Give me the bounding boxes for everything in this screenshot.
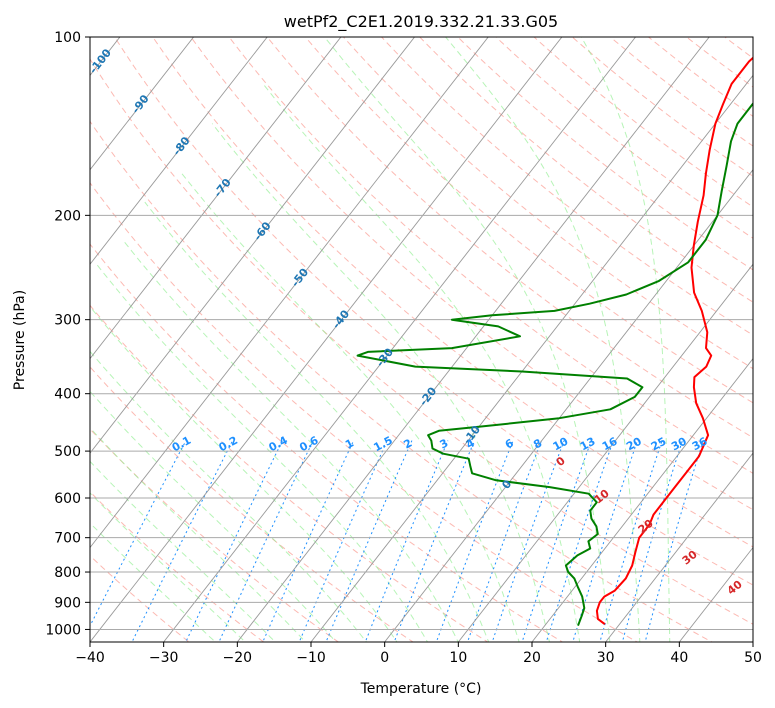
dry-adiabat-line (152, 37, 753, 548)
isotherm-line (90, 37, 195, 171)
x-tick-label: −20 (223, 650, 253, 666)
x-axis-title: Temperature (°C) (360, 681, 482, 697)
dry-adiabat-line (190, 37, 753, 511)
temperature-profile (595, 56, 753, 625)
y-tick-label: 900 (54, 595, 81, 611)
grid (90, 37, 753, 642)
y-tick-label: 500 (54, 444, 81, 460)
moist-adiabat-line (262, 83, 581, 642)
dry-adiabat-line (304, 37, 753, 404)
x-tick-label: 20 (523, 650, 541, 666)
dry-adiabat-line (114, 37, 753, 586)
y-axis-ticks: 100 200 300 400 500 600 700 800 900 1000 (45, 30, 90, 638)
y-tick-label: 300 (54, 313, 81, 329)
moist-adiabat-line (144, 201, 490, 642)
x-tick-label: 0 (380, 650, 389, 666)
moist-adiabat-line (211, 123, 551, 642)
y-tick-label: 800 (54, 565, 81, 581)
moist-adiabat-line (122, 239, 459, 642)
x-tick-label: 50 (744, 650, 762, 666)
mixing-ratio-label: 16 (600, 435, 620, 454)
mixing-ratio-line (262, 440, 355, 642)
x-tick-label: 30 (597, 650, 615, 666)
moist-adiabat-line (94, 261, 429, 642)
moist-adiabat-line (580, 37, 671, 642)
dry-adiabat-line (90, 304, 489, 642)
mixing-ratio-line (621, 440, 683, 642)
mixing-ratio-line (435, 440, 514, 642)
isotherm-line (163, 37, 637, 642)
dry-adiabat-line (90, 120, 713, 642)
mixing-ratio-line (325, 440, 413, 642)
dry-adiabat-line (609, 37, 753, 147)
moist-adiabat-line (90, 305, 398, 642)
isotherm-line (90, 37, 416, 454)
dry-adiabat-line (90, 366, 414, 642)
mixing-ratio-line (572, 440, 638, 642)
isotherm-line (236, 37, 710, 642)
mixing-ratio-line (599, 440, 663, 642)
dry-adiabat-line (90, 491, 265, 642)
y-tick-label: 600 (54, 491, 81, 507)
x-axis-ticks: −40 −30 −20 −10 0 10 20 30 40 50 (75, 642, 762, 666)
mixing-ratio-label: 30 (669, 435, 689, 454)
y-tick-label: 200 (54, 208, 81, 224)
x-tick-label: −40 (75, 650, 105, 666)
isotherm-line (90, 37, 489, 549)
mixing-ratio-line (90, 440, 187, 628)
x-tick-label: 40 (670, 650, 688, 666)
moist-adiabat-line (90, 492, 246, 642)
isotherm-line (310, 74, 753, 642)
y-tick-label: 700 (54, 531, 81, 547)
mixing-ratio-label: 36 (690, 435, 710, 454)
mixing-ratio-line (364, 440, 449, 642)
mixing-ratio-label: 13 (578, 435, 598, 454)
moist-adiabat-line (181, 173, 520, 642)
mixing-ratio-line (218, 440, 314, 642)
moist-adiabat-line (445, 37, 641, 642)
mixing-ratio-label: 20 (624, 435, 644, 454)
background-reference-lines (90, 37, 753, 642)
isotherm-line (531, 357, 753, 642)
isotherm-line (90, 37, 342, 360)
isotherm-line (90, 37, 268, 265)
dewpoint-profile (356, 101, 753, 626)
moist-adiabat-line (324, 37, 611, 642)
dry-adiabat-line (380, 37, 753, 336)
y-axis-title: Pressure (hPa) (12, 290, 28, 390)
moist-adiabat-line (90, 390, 337, 642)
moist-adiabat-line (90, 427, 307, 642)
dry-adiabat-line (342, 37, 753, 370)
y-tick-label: 400 (54, 387, 81, 403)
x-tick-label: −10 (296, 650, 326, 666)
plot-frame (89, 36, 754, 643)
moist-adiabat-line (90, 460, 277, 642)
mixing-ratio-line (644, 440, 704, 642)
plot-area (90, 37, 753, 642)
isotherm-line (457, 263, 753, 642)
dry-adiabat-line (228, 37, 753, 474)
chart-title: wetPf2_C2E1.2019.332.21.33.G05 (284, 12, 558, 32)
y-tick-label: 1000 (45, 622, 81, 638)
mixing-ratio-line (393, 440, 475, 642)
isotherm-line (605, 452, 753, 642)
mixing-ratio-label: 25 (649, 435, 669, 454)
isotherm-line (90, 37, 563, 642)
moist-adiabat-line (90, 522, 217, 642)
x-tick-label: 10 (449, 650, 467, 666)
mixing-ratio-line (298, 440, 388, 642)
x-tick-label: −30 (149, 650, 179, 666)
dry-adiabat-line (266, 37, 753, 439)
y-tick-label: 100 (54, 30, 81, 46)
sounding-profiles (356, 56, 753, 626)
moist-adiabat-line (90, 350, 368, 642)
isotherm-line (384, 169, 753, 642)
mixing-ratio-label: 10 (551, 435, 571, 454)
